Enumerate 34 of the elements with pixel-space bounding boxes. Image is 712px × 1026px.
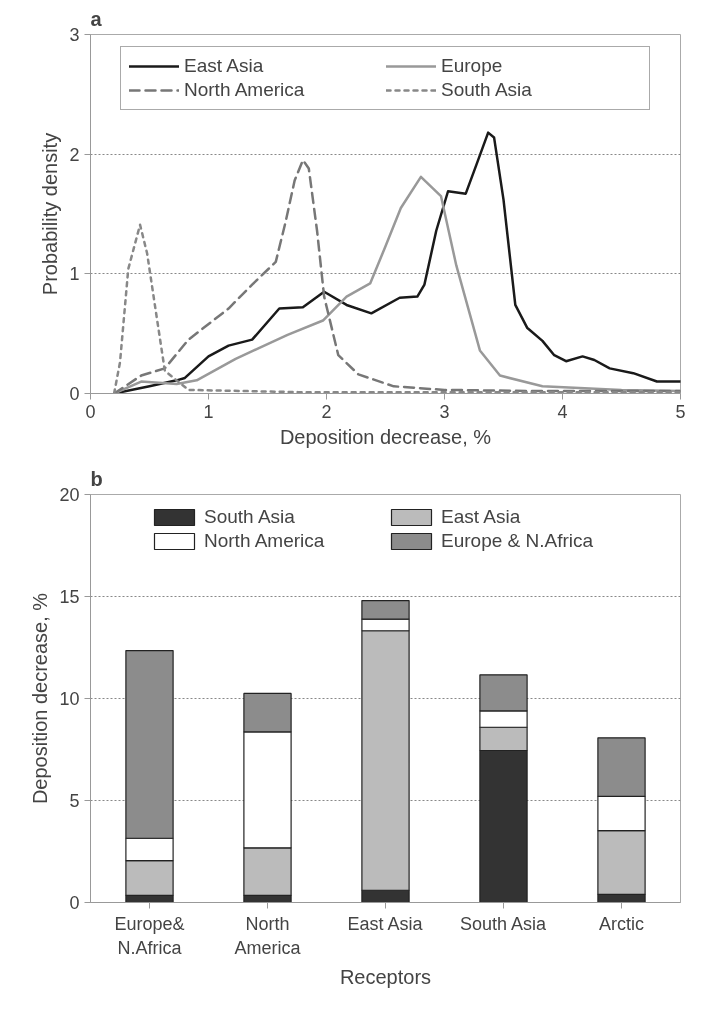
x-tick-label: South Asia xyxy=(459,913,548,934)
x-tick-label: North America xyxy=(234,913,302,958)
y-tick-label: 20 xyxy=(59,485,80,505)
x-axis-title: Deposition decrease, % xyxy=(279,425,492,448)
y-axis-title: Probability density xyxy=(39,132,62,296)
y-tick-label: 2 xyxy=(69,144,80,165)
y-tick-label: 15 xyxy=(59,587,80,607)
x-tick-label: Europe& N.Africa xyxy=(114,913,185,958)
x-tick-label: 3 xyxy=(439,401,450,422)
legend-label: South Asia xyxy=(441,79,533,101)
legend-label: Europe & N.Africa xyxy=(441,530,595,552)
legend-label: East Asia xyxy=(441,506,522,528)
legend-label: East Asia xyxy=(184,55,265,77)
x-axis-title: Receptors xyxy=(339,965,432,988)
chart-title: a xyxy=(90,7,103,30)
x-tick-label: Arctic xyxy=(599,913,644,934)
y-tick-label: 5 xyxy=(69,791,80,811)
x-tick-label: East Asia xyxy=(347,913,424,934)
x-tick-label: 1 xyxy=(203,401,214,422)
x-tick-label: 4 xyxy=(557,401,568,422)
x-tick-label: 5 xyxy=(675,401,686,422)
y-axis-title: Deposition decrease, % xyxy=(29,592,52,805)
legend-label: North America xyxy=(204,530,326,552)
x-tick-label: 0 xyxy=(85,401,96,422)
legend-label: North America xyxy=(184,79,306,101)
legend-label: South Asia xyxy=(204,506,296,528)
y-tick-label: 3 xyxy=(69,25,80,45)
y-tick-label: 0 xyxy=(69,893,80,913)
y-tick-label: 0 xyxy=(69,384,80,404)
chart-title: b xyxy=(90,467,103,490)
legend-label: Europe xyxy=(441,55,504,77)
y-tick-label: 1 xyxy=(69,264,80,285)
x-tick-label: 2 xyxy=(321,401,332,422)
y-tick-label: 10 xyxy=(59,689,80,709)
